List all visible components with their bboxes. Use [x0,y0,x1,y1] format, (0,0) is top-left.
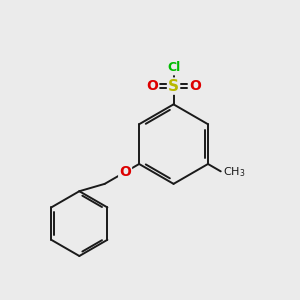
Text: CH$_3$: CH$_3$ [224,165,246,179]
Text: Cl: Cl [167,61,180,74]
Text: O: O [189,79,201,93]
Text: O: O [119,165,131,179]
Text: O: O [146,79,158,93]
Text: S: S [168,79,179,94]
